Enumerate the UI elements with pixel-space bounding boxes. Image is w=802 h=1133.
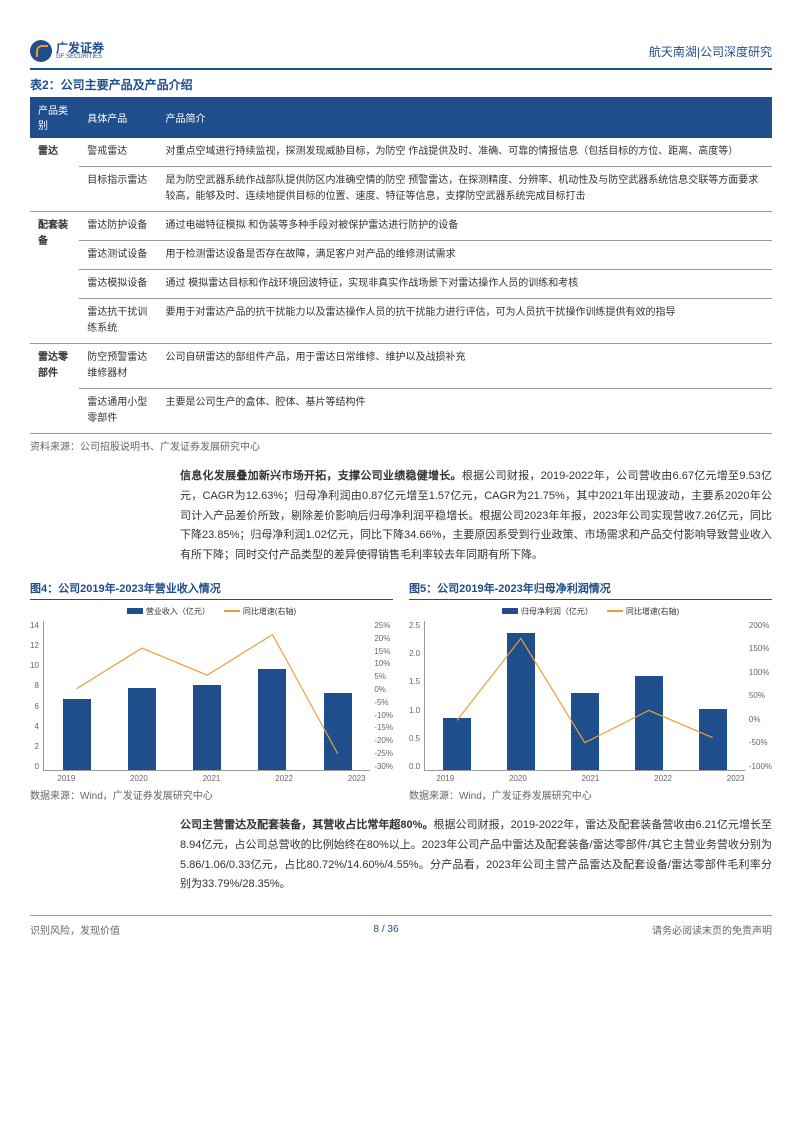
chart5-plot bbox=[424, 621, 745, 771]
chart5-y-axis: 2.52.01.51.00.50.0 bbox=[409, 621, 424, 771]
chart5-y2-axis: 200%150%100%50%0%-50%-100% bbox=[745, 621, 772, 771]
charts-row: 图4：公司2019年-2023年营业收入情况 营业收入（亿元） 同比增速(右轴)… bbox=[30, 580, 772, 802]
chart5-legend: 归母净利润（亿元） 同比增速(右轴) bbox=[409, 606, 772, 617]
chart5-source: 数据来源：Wind，广发证券发展研究中心 bbox=[409, 787, 772, 802]
chart5-x-axis: 20192020202120222023 bbox=[409, 774, 772, 783]
paragraph-2: 公司主营雷达及配套装备，其营收占比常年超80%。根据公司财报，2019-2022… bbox=[180, 816, 772, 895]
logo-icon bbox=[30, 40, 52, 62]
legend-bar-icon bbox=[502, 608, 518, 614]
products-table: 产品类别具体产品产品简介 雷达警戒雷达对重点空域进行持续监视，探测发现威胁目标，… bbox=[30, 97, 772, 434]
chart4-source: 数据来源：Wind，广发证券发展研究中心 bbox=[30, 787, 393, 802]
chart4-x-axis: 20192020202120222023 bbox=[30, 774, 393, 783]
chart4-y2-axis: 25%20%15%10%5%0%-5%-10%-15%-20%-25%-30% bbox=[370, 621, 393, 771]
legend-line-icon bbox=[607, 610, 623, 612]
chart-4: 图4：公司2019年-2023年营业收入情况 营业收入（亿元） 同比增速(右轴)… bbox=[30, 580, 393, 802]
table-row: 雷达测试设备用于检测雷达设备是否存在故障，满足客户对产品的维修测试需求 bbox=[30, 241, 772, 270]
legend-bar-icon bbox=[127, 608, 143, 614]
table-row: 雷达警戒雷达对重点空域进行持续监视，探测发现威胁目标，为防空 作战提供及时、准确… bbox=[30, 138, 772, 167]
company-logo: 广发证券 GF SECURITIES bbox=[30, 40, 104, 62]
page-header: 广发证券 GF SECURITIES 航天南湖|公司深度研究 bbox=[30, 40, 772, 70]
chart-5: 图5：公司2019年-2023年归母净利润情况 归母净利润（亿元） 同比增速(右… bbox=[409, 580, 772, 802]
footer-left: 识别风险，发现价值 bbox=[30, 922, 120, 937]
chart4-plot bbox=[43, 621, 370, 771]
chart5-title: 图5：公司2019年-2023年归母净利润情况 bbox=[409, 580, 772, 600]
logo-text-cn: 广发证券 bbox=[56, 42, 104, 54]
table-row: 目标指示雷达是为防空武器系统作战部队提供防区内准确空情的防空 预警雷达，在探测精… bbox=[30, 167, 772, 212]
header-right: 航天南湖|公司深度研究 bbox=[649, 43, 772, 60]
table-row: 雷达抗干扰训练系统要用于对雷达产品的抗干扰能力以及雷达操作人员的抗干扰能力进行评… bbox=[30, 299, 772, 344]
table-row: 雷达模拟设备通过 模拟雷达目标和作战环境回波特征，实现非真实作战场景下对雷达操作… bbox=[30, 270, 772, 299]
table-row: 雷达通用小型零部件主要是公司生产的盒体、腔体、基片等结构件 bbox=[30, 389, 772, 434]
page-number: 8 / 36 bbox=[373, 924, 398, 935]
table-row: 配套装备雷达防护设备通过电磁特征模拟 和伪装等多种手段对被保护雷达进行防护的设备 bbox=[30, 212, 772, 241]
table-title: 表2：公司主要产品及产品介绍 bbox=[30, 76, 772, 93]
paragraph-1: 信息化发展叠加新兴市场开拓，支撑公司业绩稳健增长。根据公司财报，2019-202… bbox=[180, 467, 772, 566]
logo-text-en: GF SECURITIES bbox=[56, 54, 104, 60]
legend-line-icon bbox=[224, 610, 240, 612]
chart4-y-axis: 14121086420 bbox=[30, 621, 43, 771]
table-row: 雷达零部件防空预警雷达维修器材公司自研雷达的部组件产品，用于雷达日常维修、维护以… bbox=[30, 344, 772, 389]
chart4-title: 图4：公司2019年-2023年营业收入情况 bbox=[30, 580, 393, 600]
footer-right: 请务必阅读末页的免责声明 bbox=[652, 922, 772, 937]
chart4-legend: 营业收入（亿元） 同比增速(右轴) bbox=[30, 606, 393, 617]
page-footer: 识别风险，发现价值 8 / 36 请务必阅读末页的免责声明 bbox=[30, 915, 772, 937]
table-source: 资料来源：公司招股说明书、广发证券发展研究中心 bbox=[30, 438, 772, 453]
